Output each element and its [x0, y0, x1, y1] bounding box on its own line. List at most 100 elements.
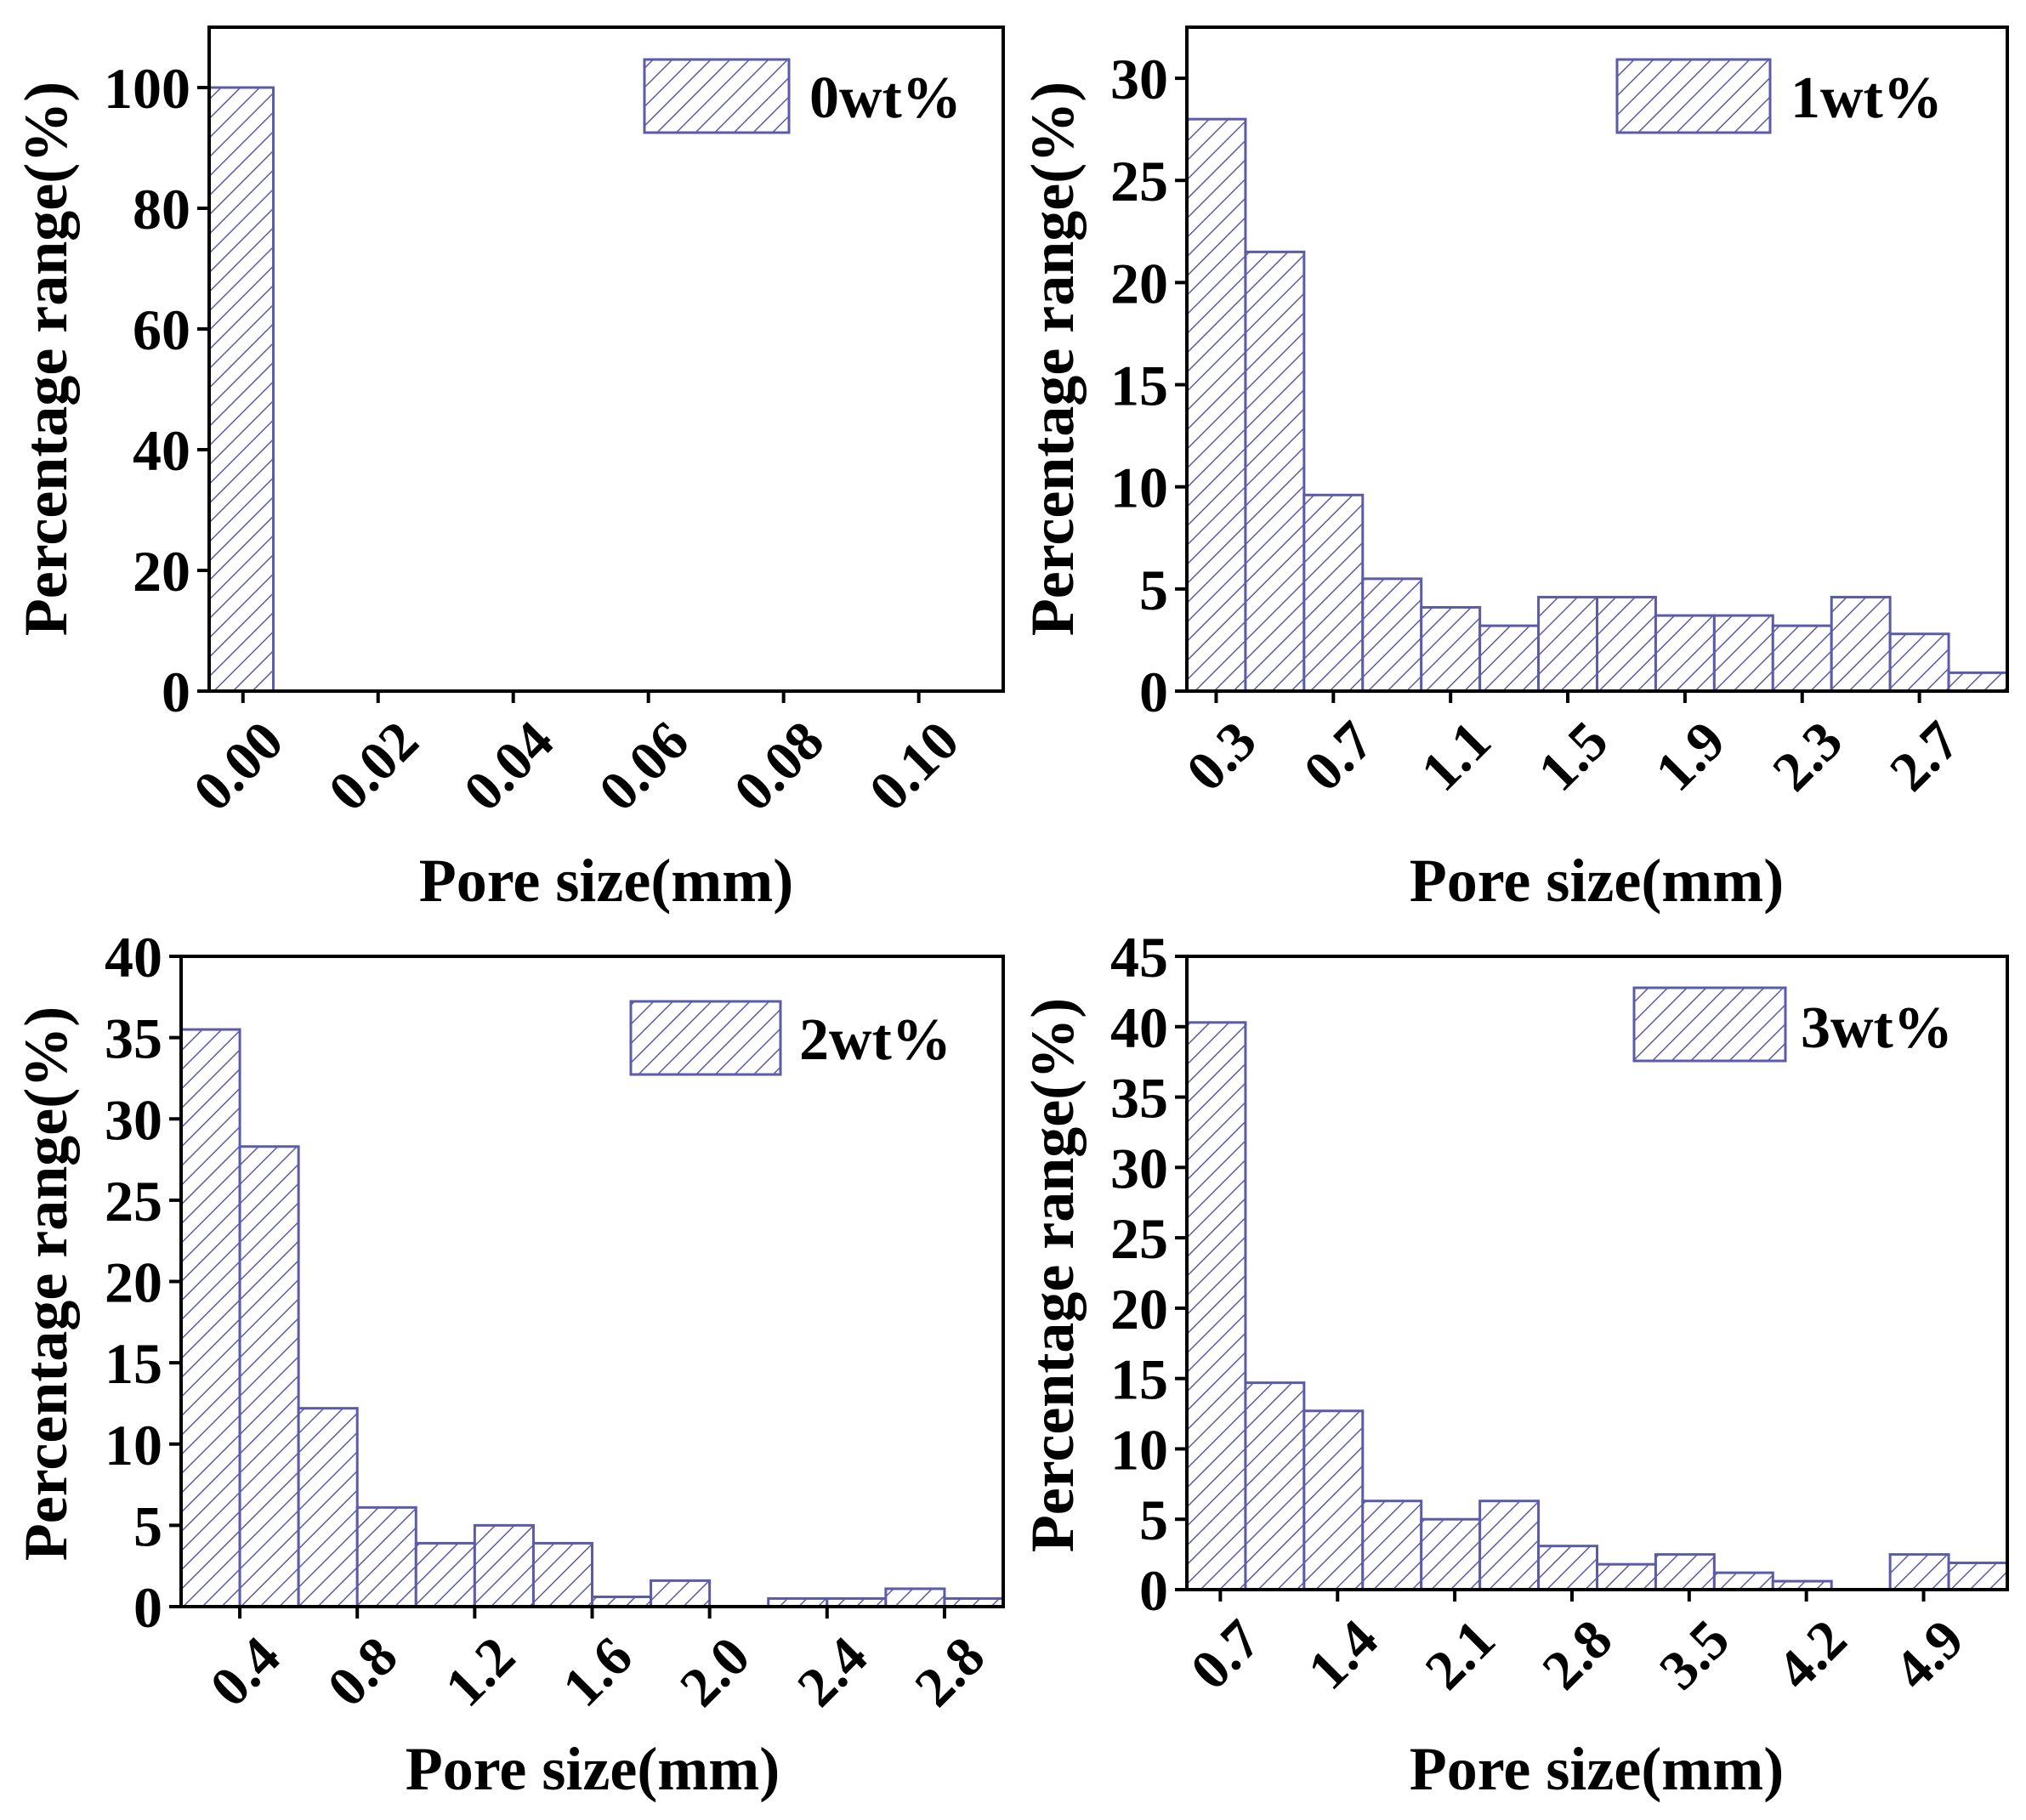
plot-frame	[1185, 26, 2009, 693]
y-tick-label: 0	[1139, 1558, 1168, 1623]
y-tick-label: 35	[1110, 1066, 1168, 1131]
y-tick-label: 20	[105, 1250, 162, 1315]
x-tick-label: 4.2	[1765, 1608, 1859, 1702]
x-tick-label: 1.1	[1410, 710, 1503, 803]
y-tick-label: 0	[1139, 660, 1168, 724]
x-axis-label: Pore size(mm)	[406, 1735, 780, 1803]
x-ticks-1wt: 0.3 0.7 1.1 1.5 1.9 2.3 2.7	[1175, 691, 1972, 803]
chart-panel-0wt: 0 20 40 60 80 100 0.00 0.02 0.04 0.06 0.08 0.10 0w…	[12, 26, 1005, 915]
histogram-bar	[1830, 595, 1892, 693]
histogram-bar	[1888, 1553, 1950, 1591]
legend-0wt: 0wt%	[643, 58, 962, 134]
histogram-bar	[1888, 632, 1950, 693]
histogram-bar	[1478, 1500, 1541, 1591]
plot-frame	[1185, 955, 2009, 1591]
bars-2wt	[179, 1028, 1005, 1608]
x-tick-label: 0.7	[1292, 710, 1386, 803]
y-tick-label: 20	[1110, 251, 1168, 315]
x-tick-label: 0.08	[723, 710, 836, 823]
y-tick-label: 20	[133, 539, 190, 604]
histogram-bar	[1420, 1517, 1482, 1591]
x-axis-label: Pore size(mm)	[419, 847, 793, 915]
x-tick-label: 0.04	[452, 710, 565, 823]
x-ticks-2wt: 0.4 0.8 1.2 1.6 2.0 2.4 2.8	[199, 1607, 996, 1719]
histogram-bar	[1361, 1500, 1423, 1591]
x-axis-label: Pore size(mm)	[1410, 1735, 1784, 1803]
histogram-bar	[1537, 595, 1598, 693]
y-tick-label: 15	[1110, 1347, 1168, 1412]
x-tick-label: 0.00	[182, 710, 295, 823]
y-tick-label: 15	[105, 1331, 162, 1396]
histogram-bar	[1771, 624, 1833, 693]
legend-swatch	[1615, 58, 1772, 134]
histogram-bar	[1712, 1571, 1774, 1591]
histogram-bar	[355, 1505, 417, 1608]
histogram-bar	[1185, 1021, 1247, 1591]
y-tick-label: 0	[133, 1575, 162, 1640]
plot-frame	[207, 26, 1005, 693]
x-tick-label: 1.6	[551, 1625, 644, 1719]
x-tick-label: 2.0	[668, 1625, 762, 1719]
y-axis-label: Percentage range(%)	[12, 82, 80, 636]
histogram-bar	[884, 1587, 946, 1608]
x-tick-label: 0.06	[587, 710, 701, 823]
x-tick-label: 3.5	[1648, 1608, 1741, 1702]
histogram-bar	[1302, 493, 1365, 693]
histogram-bar	[473, 1523, 535, 1608]
x-tick-label: 0.02	[317, 710, 430, 823]
histogram-bar	[207, 86, 275, 693]
x-tick-label: 1.5	[1527, 710, 1620, 803]
y-tick-label: 35	[105, 1006, 162, 1071]
x-tick-label: 0.4	[199, 1625, 292, 1719]
y-tick-label: 10	[1110, 456, 1168, 520]
histogram-bar	[1244, 1381, 1306, 1591]
x-tick-label: 1.4	[1297, 1608, 1390, 1702]
y-tick-label: 60	[133, 298, 190, 362]
y-tick-label: 25	[1110, 1206, 1168, 1271]
x-ticks-3wt: 0.7 1.4 2.1 2.8 3.5 4.2 4.9	[1179, 1590, 1976, 1702]
histogram-bar	[1478, 624, 1541, 693]
histogram-bar	[238, 1145, 300, 1608]
x-axis-label: Pore size(mm)	[1410, 847, 1784, 915]
y-axis-label: Percentage range(%)	[1019, 998, 1087, 1552]
y-axis-label: Percentage range(%)	[12, 1006, 80, 1561]
histogram-bar	[297, 1407, 359, 1608]
legend-swatch	[643, 58, 791, 134]
y-tick-label: 5	[1139, 558, 1168, 622]
y-tick-label: 20	[1110, 1277, 1168, 1341]
histogram-bar	[179, 1028, 241, 1608]
histogram-bar	[650, 1579, 712, 1608]
histogram-bar	[1537, 1545, 1598, 1591]
histogram-bar	[1596, 1562, 1657, 1591]
legend-swatch	[629, 1000, 782, 1076]
y-tick-label: 10	[1110, 1417, 1168, 1482]
y-tick-label: 0	[162, 660, 190, 724]
histogram-bar	[1596, 595, 1657, 693]
histogram-bar	[1244, 250, 1306, 693]
x-ticks-0wt: 0.00 0.02 0.04 0.06 0.08 0.10	[182, 691, 971, 823]
histogram-bar	[1302, 1409, 1365, 1591]
histogram-bar	[1420, 605, 1482, 693]
histogram-bar	[1185, 117, 1247, 693]
legend-label: 0wt%	[809, 65, 962, 131]
x-tick-label: 2.4	[786, 1625, 879, 1719]
histogram-bar	[1361, 577, 1423, 693]
legend-swatch	[1632, 986, 1787, 1063]
histogram-bar	[1654, 1553, 1716, 1591]
y-tick-label: 80	[133, 177, 190, 241]
legend-label: 2wt%	[799, 1007, 951, 1073]
x-tick-label: 2.3	[1761, 710, 1854, 803]
legend-1wt: 1wt%	[1615, 58, 1943, 134]
histogram-bar	[531, 1541, 594, 1608]
histogram-bar	[1947, 1562, 2009, 1591]
bars-0wt	[207, 86, 275, 693]
histogram-bar	[1947, 671, 2009, 693]
y-tick-label: 30	[1110, 1136, 1168, 1200]
y-tick-label: 40	[133, 418, 190, 483]
x-tick-label: 0.7	[1179, 1608, 1273, 1702]
legend-2wt: 2wt%	[629, 1000, 951, 1076]
y-tick-label: 25	[1110, 149, 1168, 213]
